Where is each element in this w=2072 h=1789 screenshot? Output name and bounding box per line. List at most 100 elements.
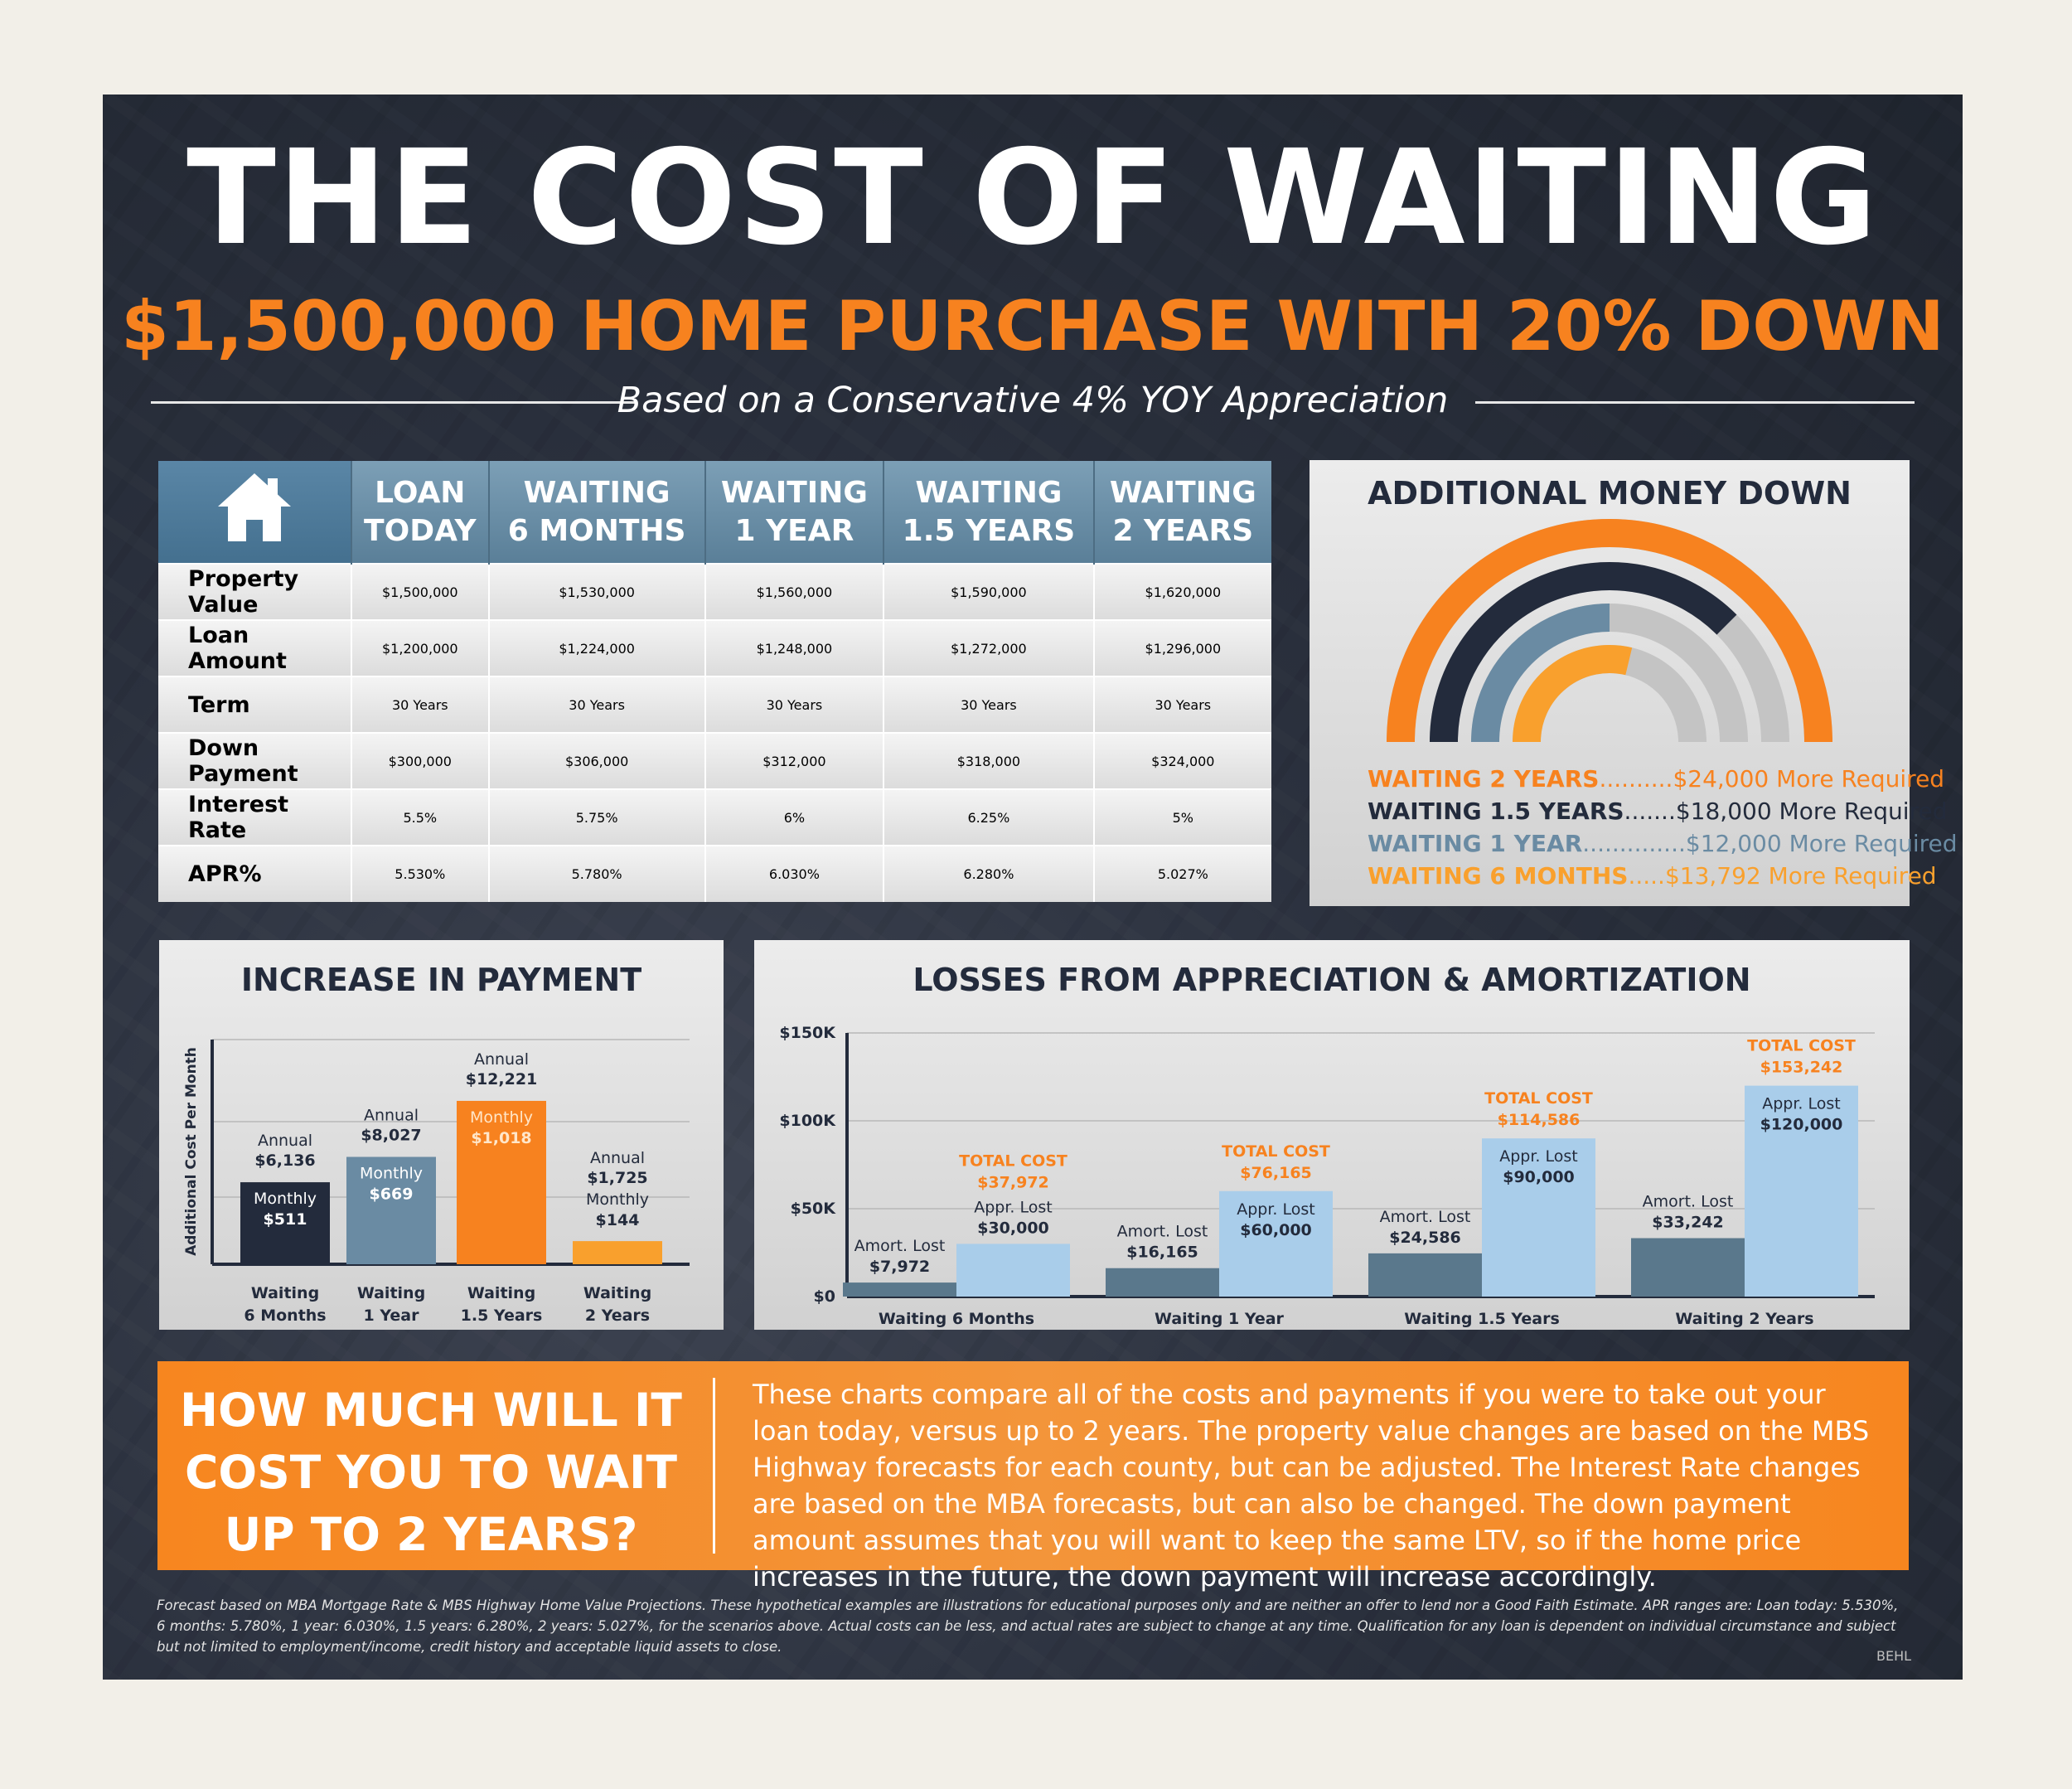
amort-word: Amort. Lost (1117, 1223, 1208, 1241)
table-row: Property Value $1,500,000 $1,530,000 $1,560… (158, 563, 1271, 620)
infographic-poster: THE COST OF WAITING $1,500,000 HOME PURC… (103, 95, 1963, 1680)
payment-bar (573, 1241, 662, 1264)
legend-value: $13,792 More Required (1664, 862, 1937, 890)
appreciation-bar (1219, 1190, 1333, 1297)
amortization-bar (843, 1282, 956, 1297)
monthly-word: Monthly (586, 1190, 649, 1209)
column-header-text: WAITING (1109, 475, 1256, 510)
annual-value: $1,725 (587, 1169, 647, 1187)
table-row: Down Payment $300,000 $306,000 $312,000 $318… (158, 732, 1271, 789)
y-tick-label: $100K (779, 1112, 836, 1130)
table-cell: 5.5% (351, 788, 490, 846)
column-header-text: 6 MONTHS (507, 513, 686, 548)
monthly-value: $1,018 (471, 1129, 531, 1147)
table-cell: 6.25% (884, 788, 1095, 846)
column-header-text: 1 YEAR (734, 513, 854, 548)
x-tick-label: Waiting 1 Year (1155, 1310, 1285, 1328)
monthly-word: Monthly (470, 1108, 533, 1127)
appr-value: $60,000 (1240, 1221, 1312, 1239)
column-header: WAITING 6 MONTHS (488, 461, 706, 564)
total-cost-word: TOTAL COST (959, 1151, 1067, 1170)
call-to-action-band: HOW MUCH WILL IT COST YOU TO WAIT UP TO … (157, 1361, 1909, 1593)
basis-row: Based on a Conservative 4% YOY Appreciat… (151, 376, 1915, 426)
legend-label: WAITING 2 YEARS (1368, 765, 1600, 793)
y-tick-label: $150K (779, 1024, 836, 1042)
total-cost-value: $76,165 (1240, 1164, 1312, 1182)
y-tick-label: $0 (814, 1287, 835, 1306)
legend-label: WAITING 6 MONTHS (1368, 862, 1629, 890)
appr-word: Appr. Lost (1499, 1147, 1578, 1166)
column-header: WAITING 1 YEAR (704, 461, 885, 564)
payment-bar (346, 1156, 436, 1264)
x-tick-label: Waiting (583, 1284, 651, 1302)
x-tick-label: Waiting 1.5 Years (1404, 1310, 1560, 1328)
table-cell: $1,590,000 (884, 563, 1095, 620)
table-cell: 6.280% (884, 845, 1095, 902)
monthly-value: $669 (370, 1185, 414, 1204)
table-row: Loan Amount $1,200,000 $1,224,000 $1,248,00… (158, 619, 1271, 676)
total-cost-word: TOTAL COST (1484, 1089, 1593, 1108)
x-tick-label: Waiting 2 Years (1675, 1310, 1813, 1328)
y-tick-label: $50K (791, 1200, 837, 1218)
x-tick-label: 2 Years (585, 1307, 650, 1325)
annual-word: Annual (590, 1149, 645, 1167)
monthly-value: $144 (596, 1211, 640, 1229)
table-cell: 30 Years (351, 676, 490, 733)
total-cost-value: $37,972 (977, 1173, 1049, 1191)
amort-word: Amort. Lost (1380, 1208, 1471, 1226)
amort-value: $33,242 (1652, 1214, 1724, 1232)
amortization-bar (1631, 1238, 1745, 1297)
annual-value: $12,221 (466, 1070, 538, 1088)
column-header: WAITING 2 YEARS (1093, 461, 1271, 564)
row-label: Property Value (158, 563, 352, 620)
legend-dots: .......... (1599, 765, 1673, 793)
table-cell: $1,272,000 (884, 619, 1095, 676)
band-divider (713, 1378, 715, 1554)
page-subtitle: $1,500,000 HOME PURCHASE WITH 20% DOWN (121, 286, 1944, 366)
losses-panel: LOSSES FROM APPRECIATION & AMORTIZATION … (754, 940, 1910, 1330)
appreciation-bar (1745, 1085, 1858, 1297)
total-cost-value: $114,586 (1498, 1111, 1581, 1129)
row-label: Interest Rate (158, 788, 352, 846)
legend-dots: .............. (1582, 830, 1686, 857)
annual-word: Annual (258, 1132, 312, 1150)
legend-label: WAITING 1 YEAR (1368, 830, 1583, 857)
column-header-text: WAITING (915, 475, 1063, 510)
table-cell: 6.030% (704, 845, 885, 902)
page-title: THE COST OF WAITING (186, 122, 1879, 274)
x-tick-label: Waiting (251, 1284, 319, 1302)
increase-in-payment-panel: INCREASE IN PAYMENT Additional Cost Per … (159, 940, 724, 1330)
legend-value: $24,000 More Required (1673, 765, 1945, 793)
monthly-word: Monthly (360, 1165, 423, 1183)
x-tick-label: 1.5 Years (461, 1307, 543, 1325)
appr-word: Appr. Lost (1237, 1200, 1315, 1219)
table-cell: 5% (1093, 788, 1271, 846)
table-cell: 5.780% (488, 845, 706, 902)
table-corner (158, 461, 352, 564)
x-tick-label: 1 Year (364, 1307, 420, 1325)
annual-word: Annual (474, 1050, 529, 1069)
table-cell: 5.75% (488, 788, 706, 846)
table-cell: $318,000 (884, 732, 1095, 789)
arc-value (1430, 562, 1737, 743)
chart-title: LOSSES FROM APPRECIATION & AMORTIZATION (913, 962, 1751, 998)
table-cell: $306,000 (488, 732, 706, 789)
payment-bar (457, 1100, 546, 1264)
x-tick-label: Waiting (357, 1284, 425, 1302)
row-label: Term (158, 676, 352, 733)
table-cell: $1,620,000 (1093, 563, 1271, 620)
home-icon (218, 473, 291, 541)
appr-word: Appr. Lost (1762, 1095, 1841, 1113)
panel-title: ADDITIONAL MONEY DOWN (1368, 475, 1852, 511)
table-cell: 30 Years (488, 676, 706, 733)
table-row: APR% 5.530% 5.780% 6.030% 6.280% 5.027% (158, 845, 1271, 902)
money-down-legend-item: WAITING 1.5 YEARS.......$18,000 More Req… (1368, 798, 1947, 825)
divider-right (1475, 401, 1915, 404)
monthly-value: $511 (264, 1210, 307, 1229)
arc-value (1471, 604, 1610, 743)
band-question: HOW MUCH WILL IT COST YOU TO WAIT UP TO … (180, 1384, 682, 1561)
table-cell: $1,248,000 (704, 619, 885, 676)
appreciation-bar (1482, 1138, 1595, 1297)
payment-bar (240, 1182, 330, 1264)
amort-word: Amort. Lost (1643, 1193, 1734, 1211)
